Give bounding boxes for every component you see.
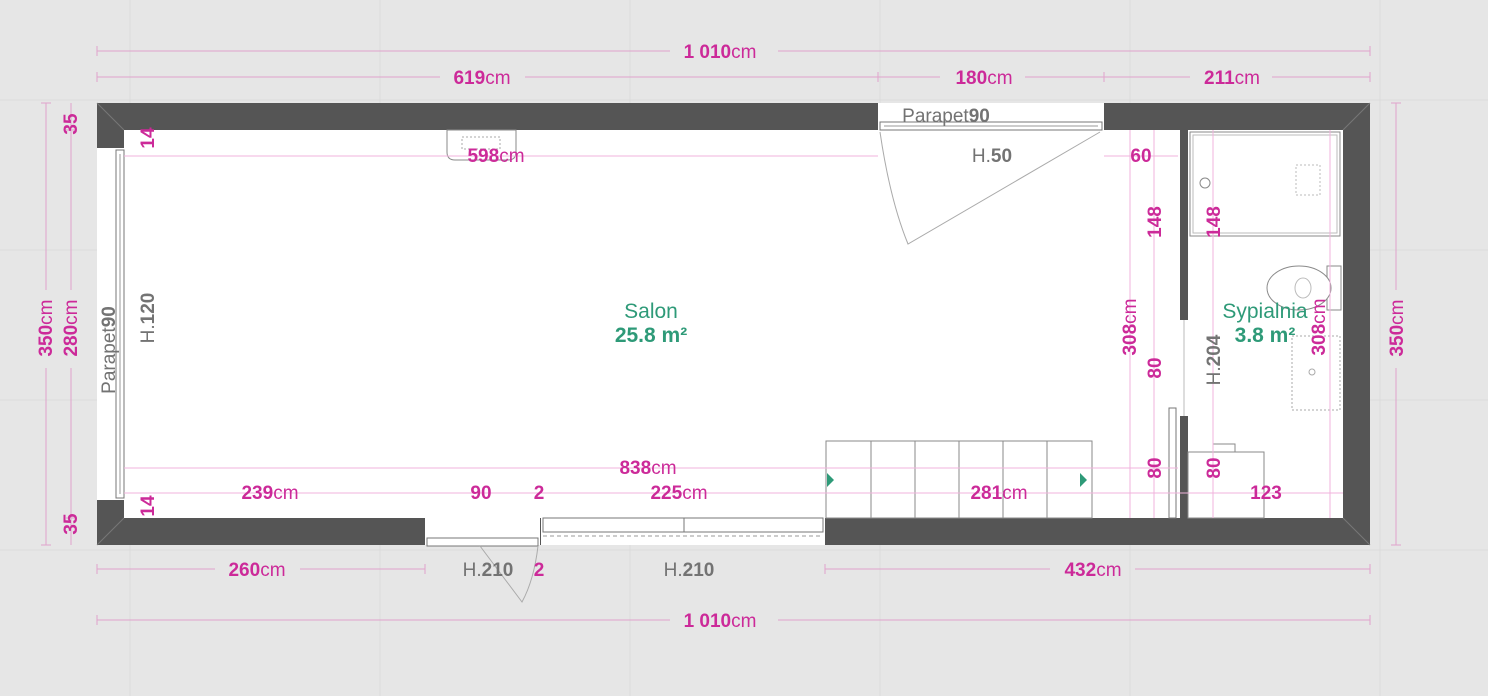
top-window[interactable]: [878, 103, 1104, 131]
room-salon-name: Salon: [624, 300, 678, 323]
dim-inner-838: 838cm: [619, 458, 676, 479]
dim-inner-2: 2: [534, 483, 545, 504]
dim-left-35-bottom: 35: [61, 513, 82, 535]
slider-height: H.210: [664, 560, 715, 581]
bathroom-door-height: H.204: [1204, 334, 1225, 385]
dim-total-top: 1 010cm: [684, 42, 757, 63]
dim-inner-239: 239cm: [241, 483, 298, 504]
top-window-height: H.50: [972, 146, 1012, 167]
left-window-label: Parapet90: [99, 306, 120, 394]
dim-inner-60: 60: [1130, 146, 1151, 167]
dim-left-35-top: 35: [61, 113, 82, 135]
dim-top-right: 211cm: [1204, 68, 1260, 89]
bath-cabinet: [1187, 443, 1265, 519]
stair-arrow-end-icon: [1080, 473, 1087, 487]
wall-corners: [96, 102, 1371, 546]
dim-inner-top: 598cm: [467, 146, 524, 167]
dim-inner-123: 123: [1250, 483, 1282, 504]
dim-bottom-2: 2: [534, 560, 545, 581]
front-door-height: H.210: [463, 560, 514, 581]
stair-arrow-start-icon: [827, 473, 834, 487]
dim-inner-308-a: 308cm: [1120, 298, 1141, 355]
stairs: [825, 440, 1093, 519]
front-door[interactable]: [425, 518, 540, 603]
dim-bottom-432: 432cm: [1064, 560, 1121, 581]
dim-bottom-260: 260cm: [228, 560, 285, 581]
inner-dimension-lines: [124, 130, 1343, 518]
top-window-label: Parapet90: [902, 106, 990, 127]
washbasin: [1291, 335, 1341, 411]
dim-inner-90: 90: [470, 483, 491, 504]
dim-inner-80-c: 80: [1204, 457, 1225, 478]
room-sypialnia-area: 3.8 m²: [1235, 324, 1296, 347]
door-swing-arc: [879, 131, 1101, 245]
dim-total-bottom: 1 010cm: [684, 611, 757, 632]
room-salon-area: 25.8 m²: [615, 324, 687, 347]
bathroom-door[interactable]: [1168, 320, 1185, 519]
dim-wall-14-top: 14: [138, 127, 159, 149]
dim-inner-148-a: 148: [1145, 206, 1166, 238]
dim-inner-225: 225cm: [650, 483, 707, 504]
left-window-height: H.120: [138, 293, 159, 344]
dim-inner-80-a: 80: [1145, 357, 1166, 378]
radiator: [446, 129, 517, 161]
dim-left-350: 350cm: [36, 299, 57, 356]
left-window[interactable]: [97, 148, 125, 500]
dim-left-280: 280cm: [61, 299, 82, 356]
shower: [1189, 131, 1341, 237]
dim-right-350: 350cm: [1387, 299, 1408, 356]
dim-inner-281: 281cm: [970, 483, 1027, 504]
outer-dimension-lines: [41, 46, 1401, 625]
sliding-door[interactable]: [541, 517, 825, 545]
room-sypialnia-name: Sypialnia: [1222, 300, 1308, 323]
dim-top-left: 619cm: [453, 68, 510, 89]
partition-wall: [1180, 130, 1188, 518]
dim-wall-14-bottom: 14: [138, 495, 159, 517]
dim-inner-80-b: 80: [1145, 457, 1166, 478]
dim-top-mid: 180cm: [955, 68, 1012, 89]
dim-inner-308-b: 308cm: [1309, 298, 1330, 355]
exterior-walls: [97, 103, 1370, 545]
dim-inner-148-b: 148: [1204, 206, 1225, 238]
